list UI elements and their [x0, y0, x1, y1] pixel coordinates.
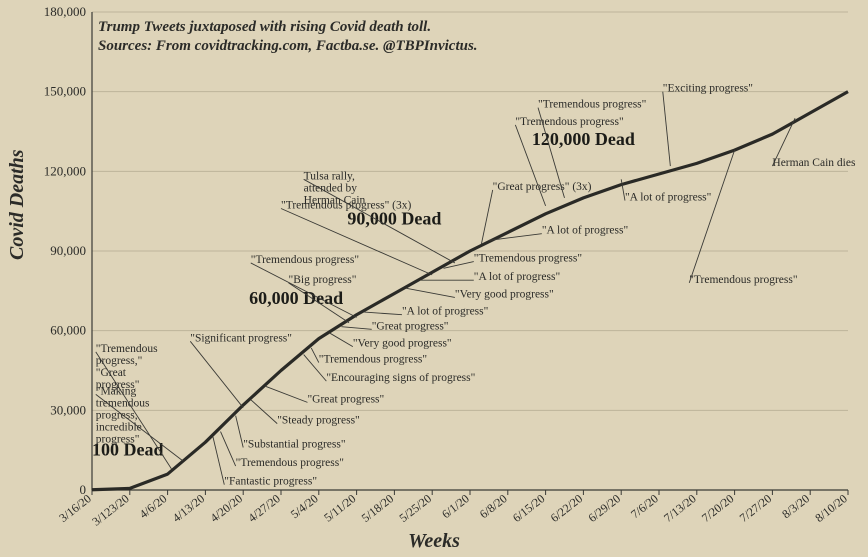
- annotation-leader: [689, 150, 734, 283]
- annotation-label: tremendous: [96, 397, 150, 409]
- x-tick-label: 7/27/20: [737, 491, 775, 525]
- annotation-leader: [266, 386, 308, 402]
- annotation-label: "Encouraging signs of progress": [326, 372, 475, 384]
- annotation-label: "Tremendous progress": [538, 99, 646, 111]
- x-tick-label: 7/20/20: [699, 491, 737, 525]
- x-tick-label: 3/123/20: [89, 491, 131, 528]
- annotation-leader: [311, 348, 319, 363]
- chart-title-line1: Trump Tweets juxtaposed with rising Covi…: [98, 18, 478, 37]
- milestone-label: 60,000 Dead: [249, 288, 343, 308]
- annotation-label: Herman Cain dies: [772, 157, 856, 169]
- x-tick-label: 5/18/20: [359, 491, 397, 525]
- x-tick-label: 8/3/20: [779, 491, 812, 521]
- annotation-label: "Great progress": [307, 393, 384, 405]
- annotation-label: progress,": [96, 355, 143, 367]
- annotation-label: Tulsa rally,: [304, 170, 355, 182]
- x-tick-label: 5/25/20: [397, 491, 435, 525]
- chart-title-line2: Sources: From covidtracking.com, Factba.…: [98, 37, 478, 56]
- x-tick-label: 7/6/20: [628, 491, 661, 521]
- x-tick-label: 3/16/20: [56, 491, 94, 525]
- annotation-label: "Exciting progress": [663, 83, 753, 95]
- annotation-label: "Significant progress": [190, 332, 292, 344]
- annotation-label: progress,: [96, 409, 138, 421]
- annotation-label: "Tremendous progress": [689, 274, 797, 286]
- annotation-label: "Making: [96, 385, 137, 397]
- annotation-label: "A lot of progress": [474, 271, 560, 283]
- y-tick-label: 90,000: [50, 243, 86, 258]
- annotation-leader: [221, 432, 236, 467]
- annotation-label: attended by: [304, 182, 358, 194]
- x-tick-label: 8/10/20: [812, 491, 850, 525]
- annotation-label: "Great progress": [372, 320, 449, 332]
- annotation-leader: [236, 416, 244, 448]
- annotation-leader: [213, 437, 224, 485]
- y-tick-label: 120,000: [44, 163, 86, 178]
- annotation-label: "Tremendous progress": [474, 253, 582, 265]
- chart-container: 030,00060,00090,000120,000150,000180,000…: [0, 0, 868, 557]
- x-tick-label: 6/22/20: [548, 491, 586, 525]
- annotation-label: incredible: [96, 421, 142, 433]
- x-tick-label: 6/8/20: [477, 491, 510, 521]
- annotation-label: "Big progress": [289, 274, 357, 286]
- annotation-label: "A lot of progress": [625, 192, 711, 204]
- y-tick-label: 30,000: [50, 402, 86, 417]
- annotation-label: progress": [96, 433, 140, 445]
- x-axis-title: Weeks: [0, 530, 868, 553]
- annotation-label: "Tremendous progress": [251, 254, 359, 266]
- x-tick-label: 7/13/20: [661, 491, 699, 525]
- annotation-label: "Very good progress": [455, 288, 554, 300]
- annotation-leader: [341, 327, 371, 330]
- annotation-label: "Fantastic progress": [224, 476, 317, 488]
- x-tick-label: 5/11/20: [321, 491, 358, 524]
- annotation-leader: [364, 312, 402, 315]
- chart-svg: 030,00060,00090,000120,000150,000180,000…: [0, 0, 868, 557]
- chart-title: Trump Tweets juxtaposed with rising Covi…: [98, 18, 478, 56]
- annotation-label: "Tremendous: [96, 343, 158, 355]
- annotation-label: "A lot of progress": [542, 225, 628, 237]
- annotation-label: "Tremendous progress": [236, 457, 344, 469]
- annotation-leader: [330, 333, 353, 346]
- annotation-label: "Tremendous progress": [515, 116, 623, 128]
- x-tick-label: 4/6/20: [137, 491, 170, 521]
- y-tick-label: 150,000: [44, 84, 86, 99]
- x-tick-label: 4/20/20: [208, 491, 246, 525]
- annotation-label: "Substantial progress": [243, 439, 345, 451]
- annotation-label: "Tremendous progress": [319, 354, 427, 366]
- x-tick-label: 4/13/20: [170, 491, 208, 525]
- annotation-leader: [190, 341, 243, 407]
- y-tick-label: 60,000: [50, 323, 86, 338]
- y-axis-title: Covid Deaths: [6, 149, 29, 260]
- x-tick-label: 6/1/20: [439, 491, 472, 521]
- annotation-leader: [251, 400, 277, 424]
- annotation-label: Herman Cain: [304, 194, 366, 206]
- x-tick-label: 4/27/20: [245, 491, 283, 525]
- annotation-label: "Great: [96, 367, 127, 379]
- annotation-label: "A lot of progress": [402, 306, 488, 318]
- annotation-leader: [406, 288, 455, 297]
- annotation-leader: [481, 190, 492, 244]
- y-tick-label: 180,000: [44, 4, 86, 19]
- annotation-leader: [663, 92, 671, 166]
- x-tick-label: 6/29/20: [586, 491, 624, 525]
- x-tick-label: 5/4/20: [288, 491, 321, 521]
- x-tick-label: 6/15/20: [510, 491, 548, 525]
- annotation-label: "Very good progress": [353, 338, 452, 350]
- annotation-label: "Steady progress": [277, 415, 360, 427]
- annotation-label: "Great progress" (3x): [493, 181, 592, 193]
